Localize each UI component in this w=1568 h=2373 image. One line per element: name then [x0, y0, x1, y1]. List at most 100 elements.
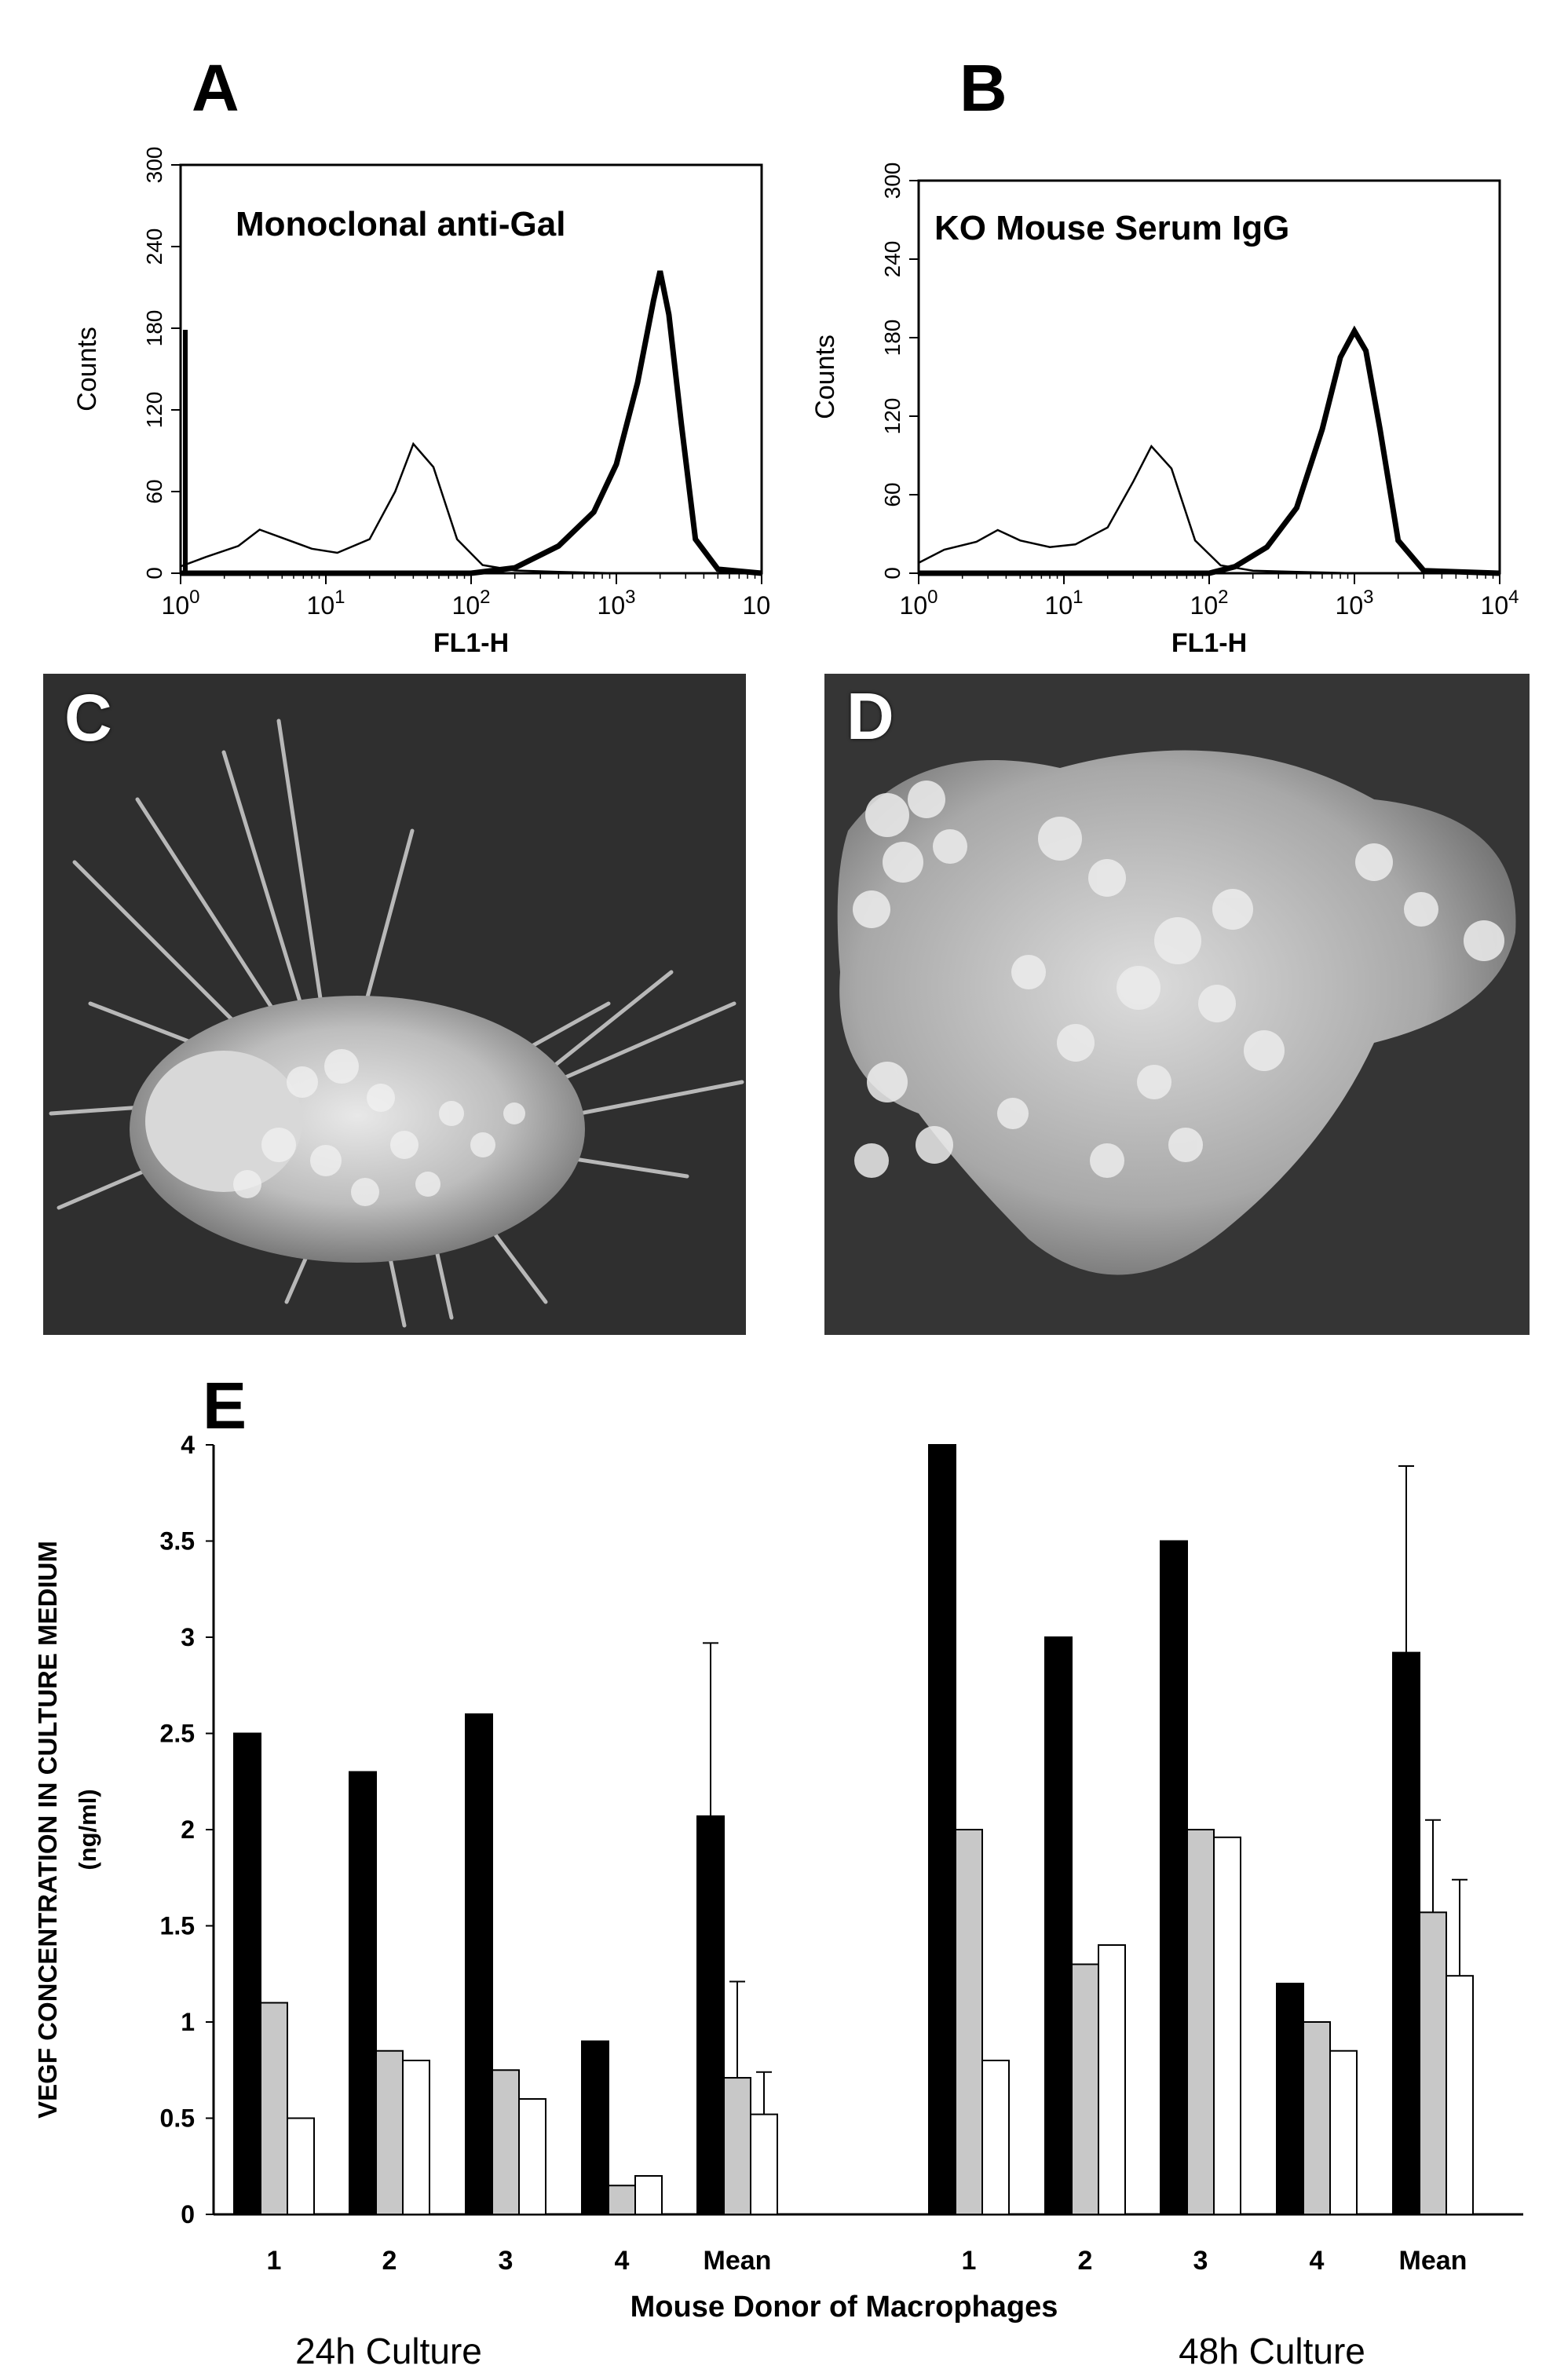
bar-chart-e-ylabel-unit: (ng/ml) [74, 1789, 101, 1870]
sem-image-c [43, 674, 746, 1335]
histogram-a-title: Monoclonal anti-Gal [236, 205, 565, 243]
y-tick-label: 240 [142, 229, 166, 265]
histogram-b-frame [917, 179, 1501, 575]
y-tick-label: 240 [880, 241, 905, 278]
histogram-a-thick-line [181, 270, 762, 576]
bar-48h-1-s2 [955, 1829, 983, 2215]
x-tick-label: 101 [1045, 587, 1084, 620]
histogram-b-xlabel: FL1-H [1171, 628, 1247, 658]
bar-24h-2-s1 [349, 1771, 377, 2215]
y-tick-label: 60 [142, 479, 166, 503]
bar-48h-1-s1 [928, 1444, 956, 2215]
bar-48h-3-s3 [1213, 1836, 1241, 2215]
x-tick-label: 103 [598, 587, 636, 620]
group-label-48h: 48h Culture [1179, 2331, 1365, 2371]
bar-24h-2-s2 [375, 2049, 404, 2215]
bar-48h-4-s1 [1276, 1983, 1304, 2215]
panel-letter-c: C [64, 681, 112, 755]
y-tick-label: 60 [880, 482, 905, 506]
histogram-a-ylabel: Counts [72, 327, 102, 411]
y-tick-label: 4 [181, 1431, 195, 1459]
x-tick-label: 102 [452, 587, 491, 620]
bar-chart-e-ylabel: VEGF CONCENTRATION IN CULTURE MEDIUM [33, 1541, 62, 2119]
y-tick-label: 300 [142, 147, 166, 184]
bar-48h-4-s2 [1303, 2021, 1331, 2215]
bar-24h-1-s3 [287, 2117, 315, 2215]
sem-image-d-graphic [824, 674, 1530, 1335]
bar-24h-4-s2 [608, 2185, 636, 2215]
bar-24h-1-s2 [260, 2002, 288, 2215]
bar-24h-1-s1 [233, 1732, 261, 2215]
y-tick-label: 180 [142, 310, 166, 347]
bar-24h-4-s1 [581, 2040, 609, 2215]
x-tick-label: 4 [1310, 2246, 1325, 2276]
x-tick-label: 3 [499, 2246, 514, 2276]
y-tick-label: 120 [880, 398, 905, 435]
panel-letter-e: E [203, 1369, 247, 1442]
y-tick-label: 1.5 [160, 1912, 195, 1940]
y-tick-label: 0 [181, 2200, 195, 2229]
bar-48h-mean-s1 [1392, 1651, 1420, 2216]
bar-24h-3-s2 [492, 2069, 520, 2215]
bar-24h-2-s3 [402, 2060, 430, 2215]
x-tick-label: 100 [900, 587, 938, 620]
x-tick-label: 104 [743, 587, 769, 620]
y-tick-label: 300 [880, 163, 905, 199]
x-tick-label: 2 [1078, 2246, 1093, 2276]
histogram-a-frame [179, 163, 763, 575]
histogram-b-thin-line [918, 444, 1500, 575]
y-tick-label: 0 [142, 567, 166, 580]
group-label-24h: 24h Culture [295, 2331, 482, 2371]
sem-image-d [824, 674, 1530, 1335]
bar-24h-mean-s3 [750, 2113, 778, 2215]
x-tick-label: Mean [1399, 2246, 1467, 2276]
bar-48h-mean-s2 [1419, 1911, 1447, 2215]
histogram-b-thick-line [919, 325, 1500, 576]
x-tick-label: 4 [615, 2246, 630, 2276]
y-tick-label: 3 [181, 1623, 195, 1651]
y-tick-label: 2.5 [160, 1720, 195, 1748]
x-tick-label: 101 [307, 587, 345, 620]
panel-letter-a: A [192, 51, 239, 125]
x-tick-label: 102 [1190, 587, 1229, 620]
histogram-b: KO Mouse Serum IgG 0 60 120 180 240 300 100 10… [810, 163, 1519, 658]
y-tick-label: 1 [181, 2008, 195, 2036]
histogram-a: Monoclonal anti-Gal 0 60 120 180 240 300 100 1… [72, 147, 769, 658]
bar-chart-e-xlabel: Mouse Donor of Macrophages [630, 2291, 1058, 2324]
histogram-a-xlabel: FL1-H [433, 628, 509, 658]
x-tick-label: 103 [1336, 587, 1374, 620]
panel-letter-b: B [959, 51, 1007, 125]
bar-24h-4-s3 [634, 2175, 663, 2215]
x-tick-label: 2 [382, 2246, 397, 2276]
bar-48h-2-s2 [1071, 1963, 1099, 2215]
bar-48h-4-s3 [1329, 2049, 1358, 2215]
panel-letter-d: D [846, 679, 894, 753]
bar-48h-2-s1 [1044, 1636, 1073, 2215]
histogram-b-ylabel: Counts [810, 335, 840, 419]
bar-48h-1-s3 [981, 2060, 1010, 2215]
x-tick-label: 1 [962, 2246, 977, 2276]
histogram-b-title: KO Mouse Serum IgG [934, 209, 1289, 247]
bar-48h-3-s2 [1186, 1829, 1215, 2215]
y-tick-label: 0 [880, 567, 905, 580]
y-tick-label: 2 [181, 1815, 195, 1844]
y-tick-label: 120 [142, 392, 166, 429]
x-tick-label: Mean [704, 2246, 772, 2276]
x-tick-label: 1 [267, 2246, 282, 2276]
bar-48h-3-s1 [1160, 1540, 1188, 2215]
bar-24h-3-s1 [465, 1713, 493, 2215]
bar-chart-e: 0 0.5 1 1.5 2 2.5 3 3.5 4 1 2 3 4 Mean 1 2 3 4 Mean VEGF … [33, 1431, 1523, 2371]
x-tick-label: 100 [162, 587, 200, 620]
y-tick-label: 0.5 [160, 2104, 195, 2133]
y-tick-label: 3.5 [160, 1527, 195, 1556]
sem-image-c-graphic [43, 674, 746, 1335]
bar-24h-mean-s2 [723, 2077, 751, 2215]
bar-48h-2-s3 [1098, 1944, 1126, 2215]
bar-24h-3-s3 [518, 2098, 546, 2215]
bar-24h-mean-s1 [696, 1815, 725, 2215]
histogram-a-thin-line [180, 441, 762, 575]
x-tick-label: 104 [1481, 587, 1519, 620]
x-tick-label: 3 [1193, 2246, 1208, 2276]
bar-48h-mean-s3 [1446, 1975, 1474, 2215]
y-tick-label: 180 [880, 320, 905, 356]
